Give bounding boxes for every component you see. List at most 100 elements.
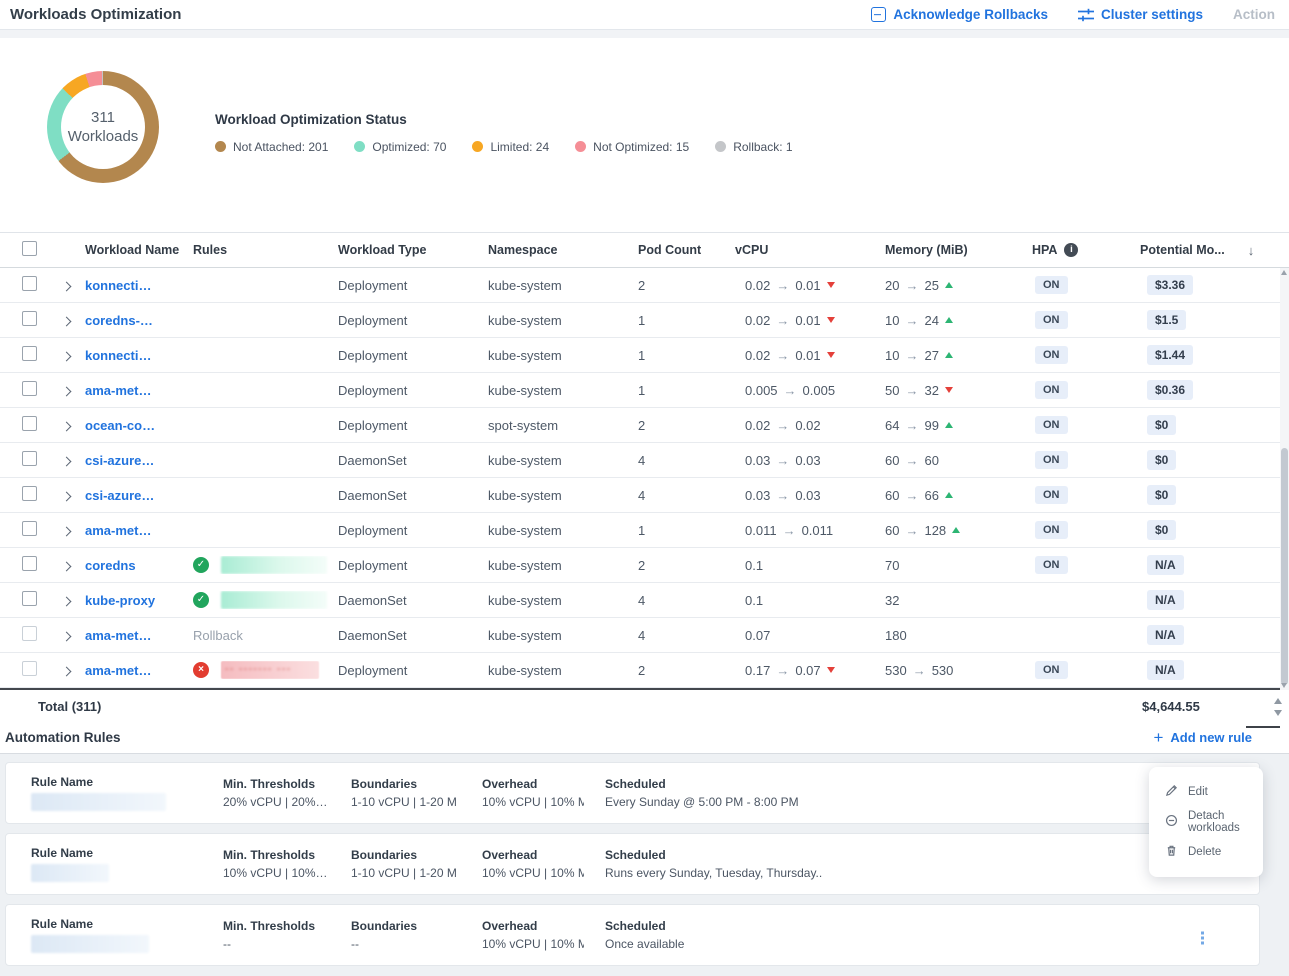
- expand-chevron-icon[interactable]: [61, 386, 72, 396]
- workload-type: Deployment: [338, 382, 408, 398]
- menu-item-edit[interactable]: Edit: [1149, 777, 1263, 807]
- workload-name-link[interactable]: coredns: [85, 557, 136, 573]
- vcpu-value: 0.1: [745, 557, 764, 573]
- cluster-settings-button[interactable]: Cluster settings: [1077, 7, 1203, 22]
- column-header-memory[interactable]: Memory (MiB): [874, 233, 1022, 267]
- potential-savings-badge: $0: [1147, 415, 1177, 435]
- row-checkbox[interactable]: [22, 626, 37, 641]
- row-checkbox[interactable]: [22, 381, 37, 396]
- row-checkbox[interactable]: [22, 661, 37, 676]
- legend-item: Limited: 24: [472, 140, 549, 154]
- workload-name-link[interactable]: ama-met…: [85, 382, 152, 398]
- expand-chevron-icon[interactable]: [61, 526, 72, 536]
- row-checkbox[interactable]: [22, 276, 37, 291]
- pod-count: 1: [638, 312, 646, 328]
- rule-status-text: Rollback: [193, 627, 243, 643]
- scroll-up-icon[interactable]: [1281, 270, 1287, 275]
- column-header-hpa[interactable]: HPA: [1022, 233, 1132, 267]
- expand-chevron-icon[interactable]: [61, 596, 72, 606]
- expand-chevron-icon[interactable]: [61, 281, 72, 291]
- column-header-vcpu[interactable]: vCPU: [722, 233, 874, 267]
- menu-item-detach-workloads[interactable]: Detach workloads: [1149, 807, 1263, 837]
- info-icon[interactable]: [1064, 243, 1079, 257]
- acknowledge-rollbacks-button[interactable]: Acknowledge Rollbacks: [871, 7, 1048, 22]
- menu-item-delete[interactable]: Delete: [1149, 837, 1263, 867]
- arrow-right-icon: →: [776, 417, 790, 433]
- row-checkbox[interactable]: [22, 591, 37, 606]
- pod-count: 4: [638, 452, 646, 468]
- memory-value: 70: [885, 557, 900, 573]
- column-header-pod-count[interactable]: Pod Count: [622, 233, 722, 267]
- workload-name-link[interactable]: ama-met…: [85, 627, 152, 643]
- workload-name-link[interactable]: ama-met…: [85, 522, 152, 538]
- table-row: kube-proxy ✓ DaemonSet kube-system 4 0.1…: [0, 583, 1289, 618]
- workload-name-link[interactable]: coredns-…: [85, 312, 153, 328]
- namespace: kube-system: [488, 347, 562, 363]
- row-checkbox[interactable]: [22, 556, 37, 571]
- namespace: kube-system: [488, 557, 562, 573]
- workload-name-link[interactable]: csi-azure…: [85, 487, 155, 503]
- column-header-workload-type[interactable]: Workload Type: [338, 233, 488, 267]
- workload-type: Deployment: [338, 347, 408, 363]
- row-checkbox[interactable]: [22, 416, 37, 431]
- column-header-namespace[interactable]: Namespace: [488, 233, 622, 267]
- status-legend: Not Attached: 201 Optimized: 70 Limited: 2…: [215, 140, 793, 154]
- row-checkbox[interactable]: [22, 311, 37, 326]
- arrow-right-icon: →: [905, 277, 919, 293]
- workload-name-link[interactable]: konnecti…: [85, 347, 152, 363]
- expand-chevron-icon[interactable]: [61, 456, 72, 466]
- potential-savings-badge: $0: [1147, 485, 1177, 505]
- expand-chevron-icon[interactable]: [61, 666, 72, 676]
- plus-icon: +: [1153, 728, 1164, 747]
- hpa-cell: ON: [1022, 451, 1132, 469]
- workload-name-link[interactable]: csi-azure…: [85, 452, 155, 468]
- scroll-down-icon[interactable]: [1281, 683, 1287, 688]
- column-header-workload-name[interactable]: Workload Name: [85, 243, 180, 257]
- expand-chevron-icon[interactable]: [61, 561, 72, 571]
- expand-chevron-icon[interactable]: [61, 351, 72, 361]
- donut-center: 311 Workloads: [61, 84, 145, 169]
- workload-name-link[interactable]: ama-met…: [85, 662, 152, 678]
- scrollbar-end-bar: [1246, 726, 1280, 728]
- expand-chevron-icon[interactable]: [61, 421, 72, 431]
- expand-chevron-icon[interactable]: [61, 631, 72, 641]
- scrollbar-thumb[interactable]: [1281, 448, 1288, 685]
- column-header-potential[interactable]: Potential Mo...: [1132, 233, 1279, 267]
- actions-button[interactable]: Action: [1233, 7, 1275, 22]
- namespace: kube-system: [488, 277, 562, 293]
- row-checkbox[interactable]: [22, 521, 37, 536]
- namespace: kube-system: [488, 312, 562, 328]
- scroll-up-icon[interactable]: [1274, 698, 1282, 704]
- add-new-rule-button[interactable]: + Add new rule: [1153, 728, 1252, 747]
- row-checkbox[interactable]: [22, 486, 37, 501]
- redacted-rule-name: -- ------- ---: [221, 661, 319, 679]
- vcpu-value: 0.03 → 0.03: [745, 452, 821, 468]
- workload-name-link[interactable]: kube-proxy: [85, 592, 156, 608]
- expand-chevron-icon[interactable]: [61, 316, 72, 326]
- expand-chevron-icon[interactable]: [61, 491, 72, 501]
- rule-menu-kebab-icon[interactable]: [1198, 929, 1207, 948]
- sort-desc-icon[interactable]: [1248, 243, 1255, 258]
- memory-value: 20 → 25: [874, 278, 1022, 293]
- column-header-rules[interactable]: Rules: [193, 233, 338, 267]
- potential-cell: $1.5: [1132, 310, 1279, 330]
- workload-name-link[interactable]: konnecti…: [85, 277, 152, 293]
- arrow-right-icon: →: [776, 277, 790, 293]
- memory-value: 32: [885, 592, 900, 608]
- workload-name-link[interactable]: ocean-co…: [85, 417, 156, 433]
- automation-rules-list: Rule Name Min. Thresholds 20% vCPU | 20%……: [0, 754, 1289, 976]
- table-body: konnecti… Deployment kube-system 2 0.02 →…: [0, 268, 1289, 688]
- scroll-down-icon[interactable]: [1274, 710, 1282, 716]
- arrow-right-icon: →: [905, 417, 919, 433]
- hpa-cell: ON: [1022, 346, 1132, 364]
- secondary-scroll-buttons: [1274, 698, 1282, 716]
- row-checkbox[interactable]: [22, 346, 37, 361]
- rule-name-label: Rule Name: [31, 846, 94, 860]
- select-all-checkbox[interactable]: [22, 241, 37, 256]
- potential-savings-badge: N/A: [1147, 625, 1184, 645]
- rule-name-label: Rule Name: [31, 775, 94, 789]
- pencil-icon: [1165, 784, 1178, 800]
- row-checkbox[interactable]: [22, 451, 37, 466]
- pod-count: 2: [638, 662, 646, 678]
- automation-rules-title: Automation Rules: [5, 730, 121, 745]
